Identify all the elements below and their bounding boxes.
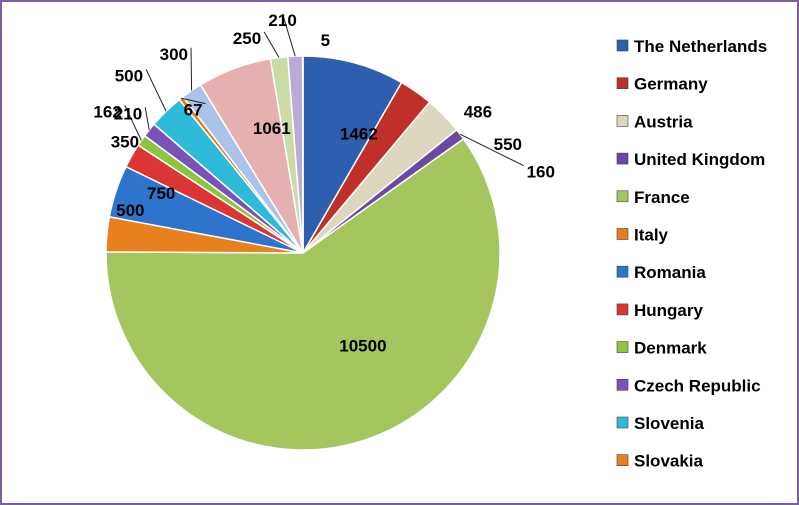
legend-label: France xyxy=(634,188,690,207)
leader-line xyxy=(263,31,280,58)
data-label: 250 xyxy=(233,29,261,48)
legend-entry: Romania xyxy=(616,263,706,282)
legend-label: United Kingdom xyxy=(634,150,765,169)
leader-line xyxy=(282,13,296,57)
legend-entry: Italy xyxy=(616,226,669,245)
legend-label: Slovenia xyxy=(634,414,704,433)
legend-entry: Denmark xyxy=(616,339,707,358)
data-label: 1462 xyxy=(340,124,378,143)
legend-swatch xyxy=(616,378,629,391)
data-label: 750 xyxy=(147,184,175,203)
data-label: 1061 xyxy=(253,119,291,138)
leader-lines xyxy=(124,13,524,167)
leader-line xyxy=(144,107,150,130)
legend-entry: Germany xyxy=(616,75,708,94)
legend-swatch xyxy=(616,115,629,127)
legend-label: Slovakia xyxy=(634,452,704,471)
legend-entry: Slovenia xyxy=(616,414,704,433)
legend-swatch xyxy=(616,416,629,429)
legend-label: Czech Republic xyxy=(634,376,761,395)
pie-slices xyxy=(105,55,501,451)
legend-entry: Czech Republic xyxy=(616,376,761,395)
legend: The Netherlands Germany Austria United King… xyxy=(616,37,767,471)
leader-line xyxy=(124,105,142,141)
data-labels: 1462486550160105005007503501622105006730… xyxy=(93,11,555,355)
legend-entry: Hungary xyxy=(616,301,704,320)
legend-swatch xyxy=(616,152,629,165)
legend-swatch xyxy=(616,228,629,240)
legend-swatch xyxy=(616,39,629,52)
legend-entry: United Kingdom xyxy=(616,150,765,169)
data-label: 486 xyxy=(464,102,492,121)
legend-entry: Slovakia xyxy=(616,452,704,471)
legend-entry: Austria xyxy=(616,112,693,131)
legend-entry: The Netherlands xyxy=(616,37,767,56)
data-label: 210 xyxy=(268,11,296,30)
data-label: 67 xyxy=(184,101,203,120)
leader-line xyxy=(460,133,524,167)
legend-label: Germany xyxy=(634,75,708,94)
data-label: 500 xyxy=(115,66,143,85)
legend-swatch xyxy=(616,454,629,467)
legend-swatch xyxy=(616,303,629,316)
pie-slice xyxy=(302,55,403,256)
data-label: 300 xyxy=(160,45,188,64)
legend-swatch xyxy=(616,341,629,353)
data-label: 350 xyxy=(111,133,139,152)
legend-swatch xyxy=(616,265,629,278)
legend-label: Hungary xyxy=(634,301,704,320)
leader-line xyxy=(181,97,206,105)
legend-label: Romania xyxy=(634,263,706,282)
legend-label: Austria xyxy=(634,112,693,131)
legend-label: The Netherlands xyxy=(634,37,767,56)
data-label: 5 xyxy=(321,31,330,50)
legend-swatch xyxy=(616,77,629,89)
legend-entry: France xyxy=(616,188,690,207)
data-label: 500 xyxy=(116,201,144,220)
leader-line xyxy=(145,69,167,112)
data-label: 210 xyxy=(114,104,142,123)
data-label: 550 xyxy=(494,135,522,154)
legend-swatch xyxy=(616,190,629,203)
data-label: 162 xyxy=(93,102,121,121)
legend-label: Italy xyxy=(634,226,669,245)
pie-slice xyxy=(105,137,501,451)
data-label: 10500 xyxy=(339,336,386,355)
legend-label: Denmark xyxy=(634,339,707,358)
data-label: 160 xyxy=(527,163,555,182)
leader-line xyxy=(190,47,193,91)
